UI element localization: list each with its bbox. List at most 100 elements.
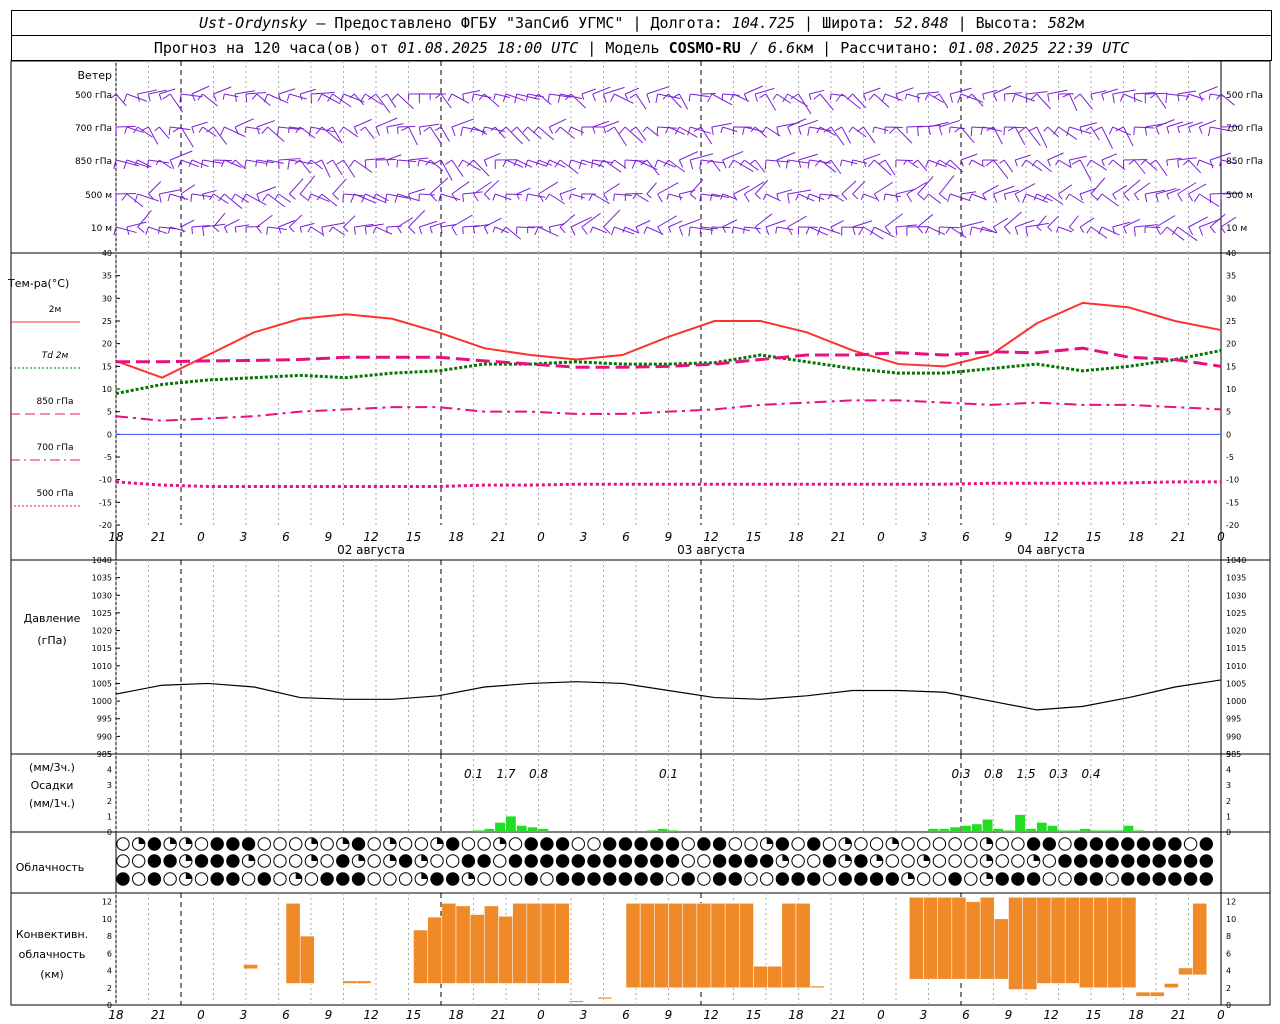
cloud-circle <box>1089 854 1104 868</box>
pressure-unit: (гПа) <box>37 634 66 647</box>
wind-barb <box>819 126 836 136</box>
hour-tick-label-temp: 0 <box>877 530 885 544</box>
cloud-quarter <box>908 872 915 879</box>
wind-barb-feather <box>1055 159 1059 166</box>
cloud-cover-symbol <box>508 854 523 868</box>
cloud-quarter <box>986 854 993 861</box>
temp-tick-left: -20 <box>99 521 112 530</box>
cloud-cover-symbol <box>885 837 899 851</box>
wind-barb <box>928 121 949 128</box>
wind-barb-feather <box>750 126 756 133</box>
wind-barb <box>873 159 892 176</box>
cloud-circle <box>508 872 523 886</box>
cloud-circle <box>822 837 837 851</box>
convective-bar <box>299 935 315 984</box>
wind-barb-feather <box>1144 193 1148 203</box>
wind-barb-feather <box>678 193 682 201</box>
wind-barb-feather <box>349 93 355 99</box>
cloud-circle <box>430 872 444 886</box>
wind-barb <box>1145 92 1168 95</box>
wind-barb <box>1123 93 1143 103</box>
wind-barb-feather <box>1098 226 1103 235</box>
wind-barb-feather <box>655 93 659 104</box>
wind-barb <box>830 193 844 202</box>
precip-bar <box>1091 830 1101 832</box>
wind-barb-feather <box>823 126 832 133</box>
wind-barb <box>841 180 857 195</box>
cloud-circle <box>1152 854 1166 868</box>
cloud-circle <box>273 837 287 851</box>
wind-barb <box>776 93 792 104</box>
wind-barb <box>690 126 712 134</box>
cloud-circle <box>1136 837 1151 851</box>
wind-barb-feather <box>1177 159 1180 168</box>
wind-barb <box>234 159 247 170</box>
wind-barb <box>754 126 768 138</box>
cloud-quarter <box>845 854 852 861</box>
wind-barb-feather <box>200 159 204 168</box>
wind-barb-feather <box>462 193 465 203</box>
cloud-cover-symbol <box>540 837 554 851</box>
cloud-cover-symbol <box>869 872 884 886</box>
wind-barb-feather <box>326 159 333 165</box>
wind-barb-feather <box>113 159 117 170</box>
cloud-cover-symbol <box>964 872 978 886</box>
cloud-cover-symbol <box>446 854 460 868</box>
wind-barb <box>234 118 255 128</box>
wind-barb <box>386 193 409 199</box>
wind-barb-feather <box>588 193 594 202</box>
cloud-quarter <box>295 872 302 879</box>
wind-barb-feather <box>191 93 196 102</box>
wind-barb-feather <box>993 93 998 102</box>
wind-barb-feather <box>547 93 550 103</box>
cloud-circle <box>210 854 224 868</box>
cloud-cover-symbol <box>398 872 413 886</box>
wind-barb <box>581 212 601 228</box>
wind-barb-feather <box>720 126 724 133</box>
cloud-circle <box>603 872 617 886</box>
alt-label: Высота: <box>975 14 1039 32</box>
precip-bar <box>495 822 505 832</box>
wind-barb-feather <box>234 126 239 135</box>
wind-barb <box>278 193 291 203</box>
cloud-circle <box>948 837 962 851</box>
wind-barb <box>213 126 228 145</box>
wind-barb-feather <box>524 159 529 168</box>
cloud-circle <box>838 872 852 886</box>
wind-barb-feather <box>555 126 561 134</box>
precip-tick-right: 2 <box>1226 797 1231 806</box>
wind-barb <box>798 119 819 128</box>
wind-barb <box>873 93 890 108</box>
wind-barb <box>1112 184 1127 195</box>
wind-barb <box>592 86 611 95</box>
wind-barb <box>1188 93 1205 100</box>
wind-barb-feather <box>699 226 702 234</box>
hour-tick-label-bottom: 15 <box>406 1008 421 1022</box>
wind-barb <box>1199 119 1217 128</box>
cloud-circle <box>932 854 947 868</box>
wind-barb-feather <box>1133 193 1140 201</box>
wind-barb-feather <box>327 93 334 102</box>
wind-barb-feather <box>733 193 738 201</box>
wind-barb <box>635 193 649 203</box>
cloud-cover-symbol <box>838 837 852 851</box>
wind-barb <box>820 226 841 235</box>
wind-barb-feather <box>928 126 931 136</box>
wind-barb-feather <box>1198 126 1203 134</box>
wind-barb-feather <box>624 93 628 100</box>
wind-barb <box>765 219 786 228</box>
cloud-circle <box>398 872 413 886</box>
cloud-cover-symbol <box>744 872 758 886</box>
wind-barb-feather <box>315 126 323 135</box>
cloud-cover-symbol <box>555 872 570 886</box>
wind-barb <box>353 93 365 106</box>
wind-barb-feather <box>568 193 572 200</box>
cloud-cover-symbol <box>226 854 240 868</box>
wind-barb <box>191 193 212 198</box>
convective-bar <box>781 903 797 989</box>
wind-barb-feather <box>336 159 344 165</box>
wind-barb-feather <box>538 193 544 203</box>
cloud-circle <box>744 854 758 868</box>
cloud-cover-symbol <box>634 872 648 886</box>
cloud-cover-symbol <box>179 854 193 868</box>
